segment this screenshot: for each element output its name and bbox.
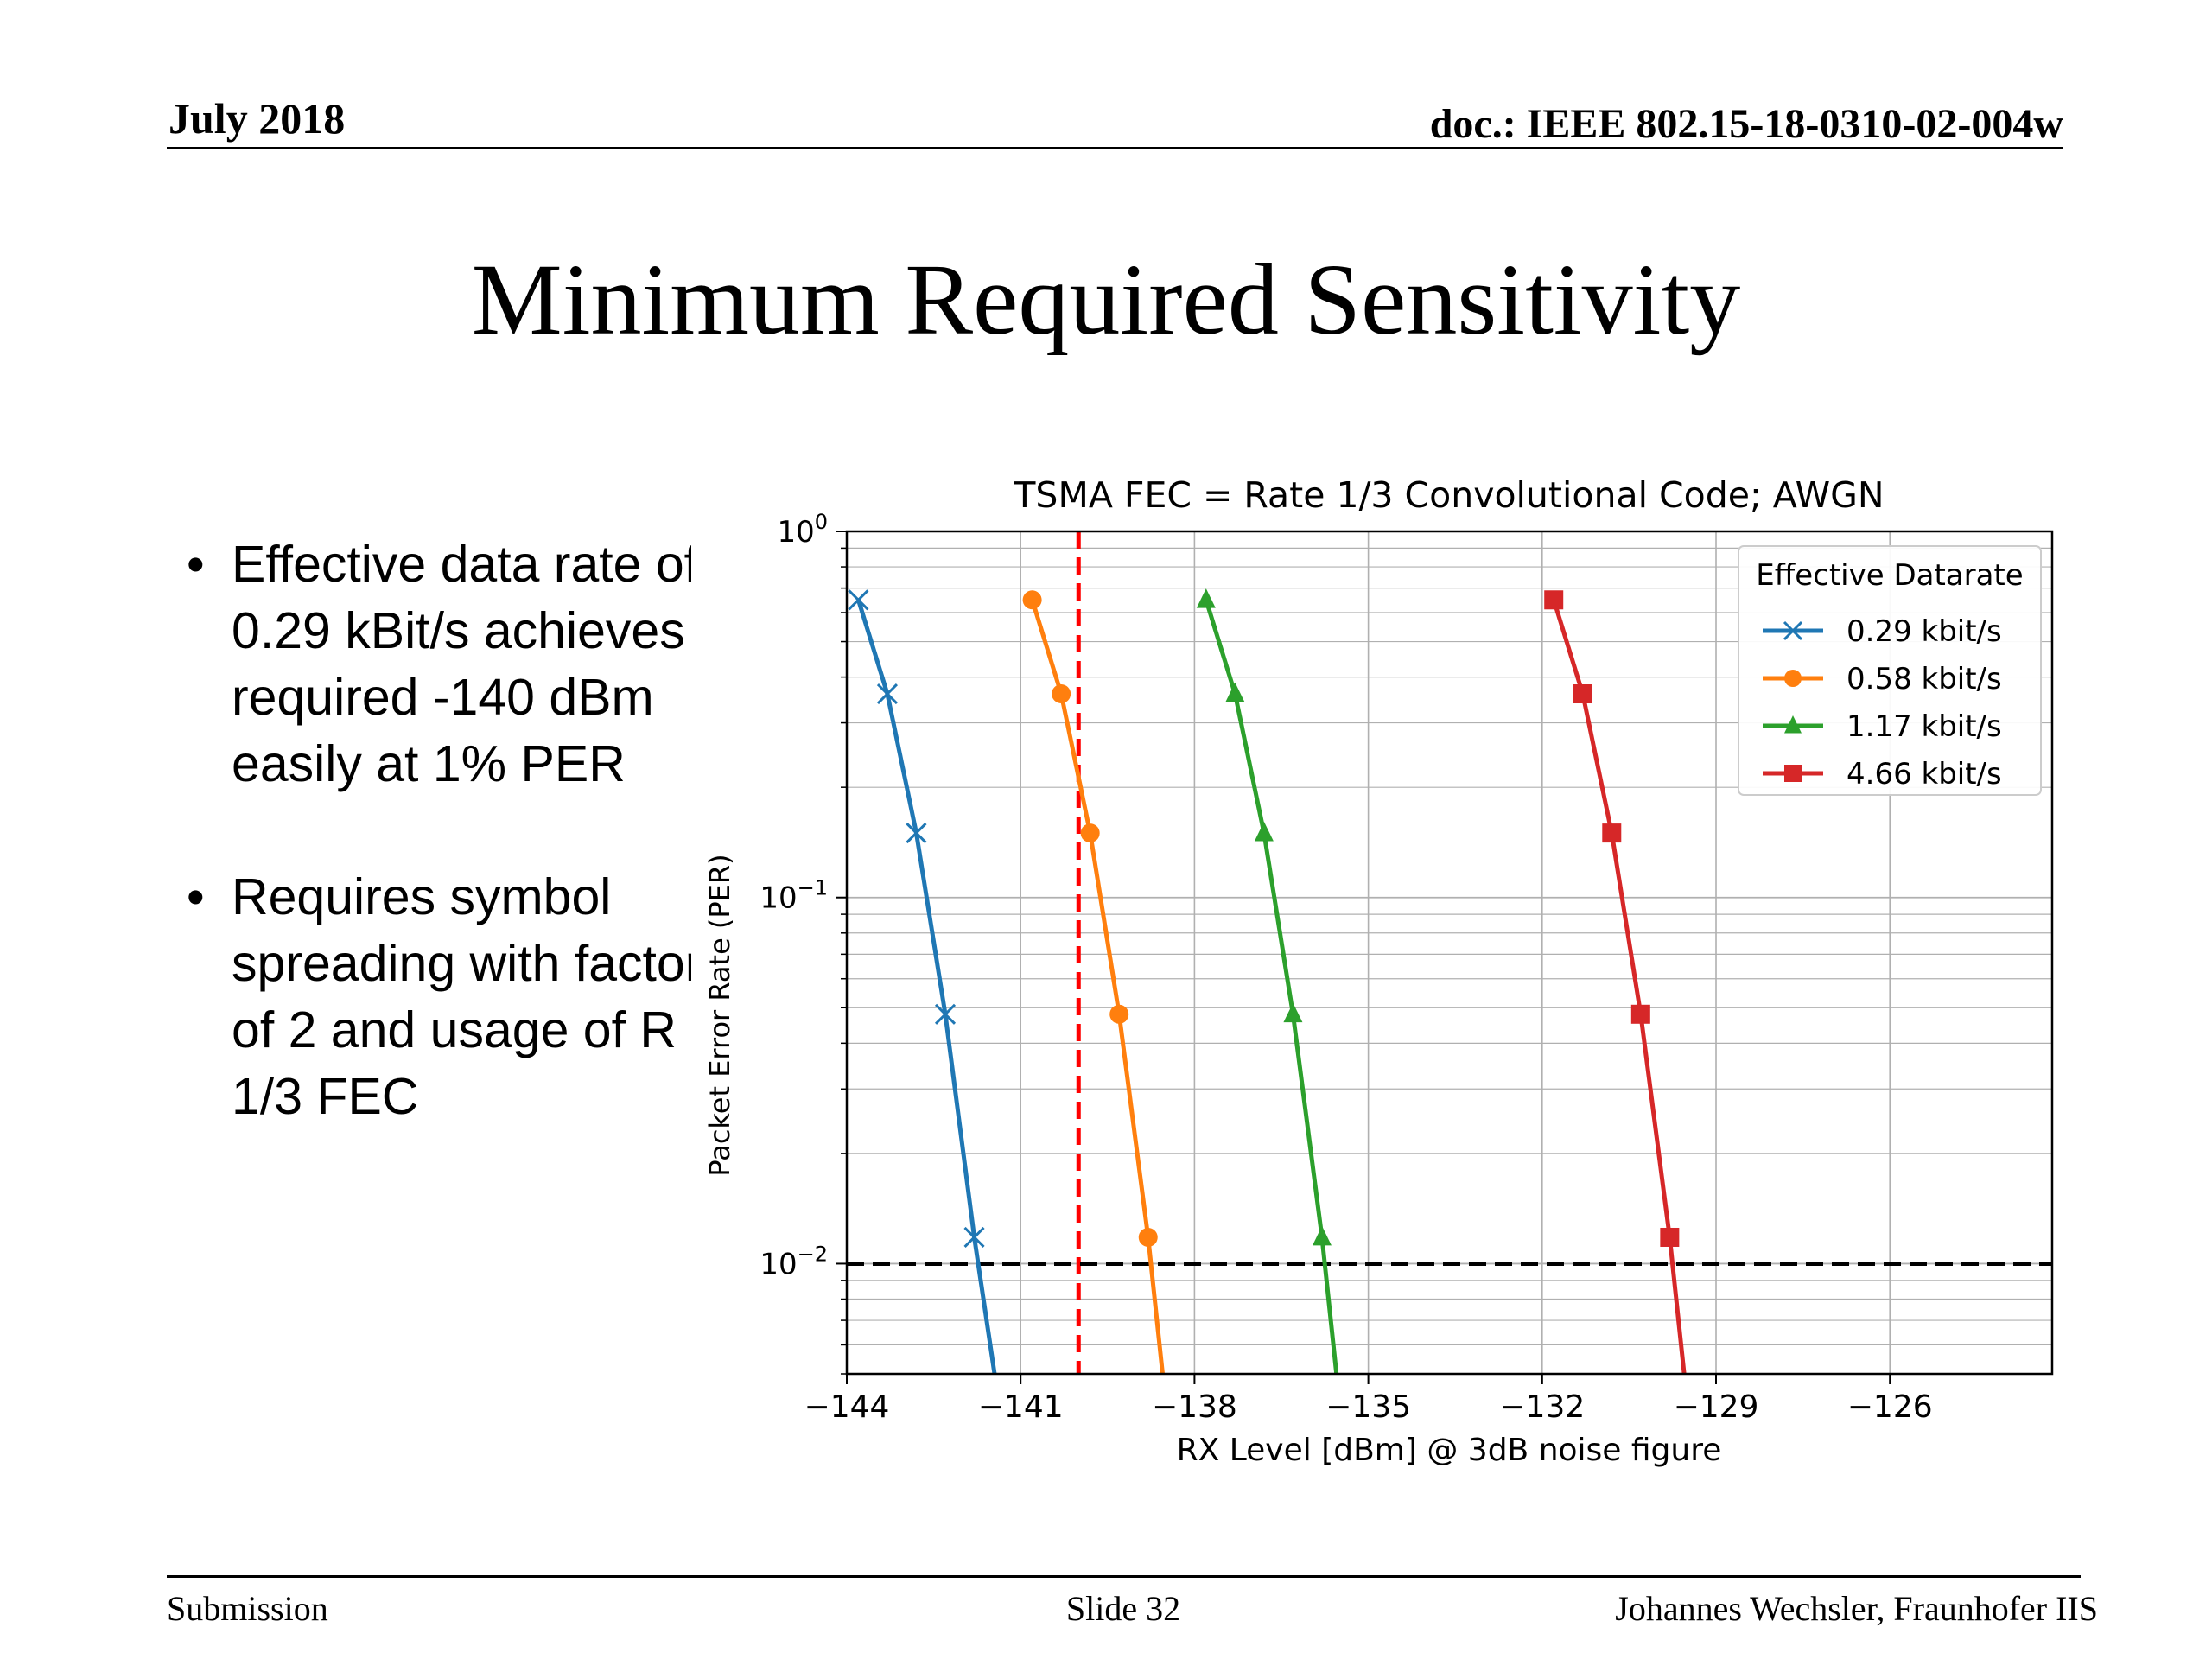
marker-stroke (848, 589, 869, 611)
series-marker (1052, 684, 1071, 704)
x-tick-label: −129 (1674, 1389, 1759, 1425)
series-marker (1283, 1002, 1303, 1023)
series-marker (1630, 1004, 1650, 1024)
bullet-dot-icon: • (187, 868, 205, 925)
series-marker (1225, 682, 1245, 702)
chart-title: TSMA FEC = Rate 1/3 Convolutional Code; … (1013, 474, 1884, 516)
x-tick-label: −135 (1325, 1389, 1411, 1425)
chart-legend: Effective Datarate 0.29 kbit/s 0.58 kbit/s… (1738, 545, 2042, 796)
series-line (1204, 599, 1339, 1375)
legend-label: 4.66 kbit/s (1847, 757, 2002, 791)
x-tick-label: −132 (1499, 1389, 1585, 1425)
chart-series (848, 588, 1687, 1375)
series-marker (906, 823, 927, 844)
legend-title: Effective Datarate (1756, 558, 2023, 593)
y-axis-label: Packet Error Rate (PER) (703, 854, 736, 1176)
bullet-dot-icon: • (187, 536, 205, 593)
y-tick-label: 10−2 (760, 1242, 828, 1281)
series-marker (934, 1003, 957, 1025)
y-tick-label: 100 (777, 510, 828, 550)
legend-label: 0.58 kbit/s (1847, 662, 2002, 696)
series-marker (1312, 1225, 1332, 1246)
bullet-text: Requires symbol spreading with factor of… (232, 868, 721, 1125)
series-marker (1784, 715, 1802, 734)
x-tick-label: −141 (978, 1389, 1064, 1425)
bullet-item: • Requires symbol spreading with factor … (181, 864, 734, 1130)
bullet-list: • Effective data rate of 0.29 kBit/s ach… (181, 531, 734, 1130)
footer-submission: Submission (167, 1589, 328, 1628)
y-tick-label: 10−1 (760, 876, 828, 916)
x-axis-label: RX Level [dBm] @ 3dB noise figure (1177, 1433, 1722, 1468)
footer-author: Johannes Wechsler, Fraunhofer IIS (1615, 1589, 2098, 1628)
plot-frame (845, 530, 2054, 1376)
legend-box (1738, 545, 2042, 796)
header-doc-id: doc.: IEEE 802.15-18-0310-02-004w (1429, 101, 2063, 147)
footer-slide-number: Slide 32 (1065, 1589, 1181, 1628)
series-marker (1544, 590, 1564, 610)
chart-axes: −144 −141 −138 −135 −132 −129 −126 100 10−1 10−2 (760, 510, 1932, 1425)
series-marker (1660, 1227, 1680, 1247)
marker-stroke (934, 1003, 957, 1025)
series-marker (963, 1226, 985, 1249)
x-tick-label: −126 (1847, 1389, 1933, 1425)
series-marker (876, 683, 899, 705)
legend-label: 1.17 kbit/s (1847, 709, 2002, 744)
x-tick-label: −144 (804, 1389, 890, 1425)
series-0-29-kbit-s (848, 589, 997, 1375)
series-marker (1196, 588, 1216, 608)
series-marker (1022, 590, 1042, 610)
chart-reference-lines (847, 531, 2052, 1374)
series-line (1030, 599, 1166, 1375)
series-marker (1602, 823, 1622, 843)
series-4-66-kbit-s (1544, 590, 1687, 1375)
series-marker (1138, 1227, 1158, 1247)
series-line (856, 599, 997, 1375)
legend-item: 0.29 kbit/s (1763, 614, 2002, 649)
marker-stroke (906, 823, 927, 844)
series-marker (1784, 670, 1802, 687)
series-0-58-kbit-s (1022, 590, 1166, 1375)
series-marker (848, 589, 869, 611)
footer-rule (167, 1575, 2081, 1578)
legend-label: 0.29 kbit/s (1847, 614, 2002, 649)
header-rule (167, 147, 2063, 149)
legend-item: 1.17 kbit/s (1763, 709, 2002, 744)
legend-item: 0.58 kbit/s (1763, 662, 2002, 696)
series-marker (1784, 765, 1802, 782)
series-marker (1109, 1004, 1129, 1024)
marker-stroke (876, 683, 899, 705)
marker-stroke (963, 1226, 985, 1249)
marker-stroke (1783, 620, 1803, 641)
header-date: July 2018 (168, 94, 346, 143)
slide-title: Minimum Required Sensitivity (471, 243, 1741, 356)
series-1-17-kbit-s (1196, 588, 1339, 1375)
series-line (1551, 599, 1687, 1375)
per-chart: −144 −141 −138 −135 −132 −129 −126 100 10−1 10−2 … (691, 462, 2100, 1482)
x-tick-label: −138 (1152, 1389, 1237, 1425)
series-marker (1080, 823, 1100, 843)
series-marker (1783, 620, 1803, 641)
series-marker (1573, 684, 1592, 704)
bullet-item: • Effective data rate of 0.29 kBit/s ach… (181, 531, 734, 798)
series-marker (1254, 821, 1274, 842)
bullet-text: Effective data rate of 0.29 kBit/s achie… (232, 536, 699, 792)
chart-canvas: −144 −141 −138 −135 −132 −129 −12610010−110−2 … (691, 462, 2100, 1482)
legend-item: 4.66 kbit/s (1763, 757, 2002, 791)
